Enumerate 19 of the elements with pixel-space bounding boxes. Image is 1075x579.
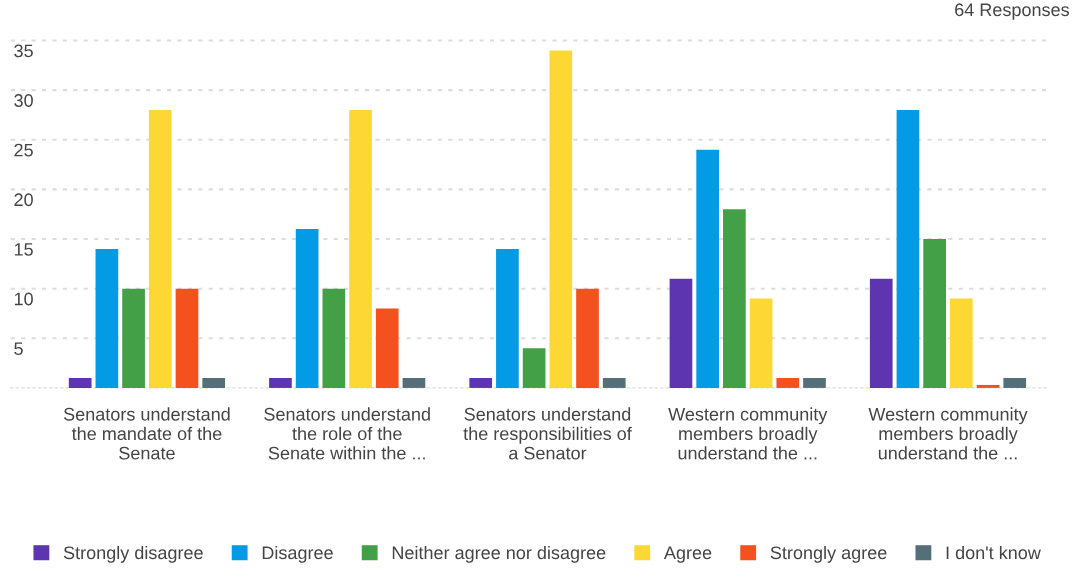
text: 64 Responses [955, 3, 1069, 20]
y-tick-label: 30 [14, 94, 33, 107]
y-tick-label: 5 [14, 342, 23, 356]
y-tick-label: 20 [14, 193, 33, 207]
legend-label: Agree [663, 546, 712, 563]
legend-label: I don't know [946, 545, 1041, 560]
legend-label: Strongly agree [770, 545, 887, 563]
x-tick-label: Western community members broadly understand the ... [668, 407, 828, 460]
y-tick-label: 35 [14, 44, 33, 58]
x-tick-label: Senators understand the mandate of the Senate [63, 407, 230, 460]
legend-label: Strongly disagree [63, 545, 203, 563]
legend-label: Neither agree nor disagree [392, 545, 606, 563]
legend-label: Disagree [262, 545, 333, 563]
x-tick-label: Senators understand the role of the Senate within the ... [264, 407, 430, 460]
y-tick-label: 25 [14, 143, 33, 157]
y-tick-label: 15 [14, 243, 33, 256]
x-tick-label: Western community members broadly understand the ... [868, 407, 1028, 460]
x-tick-label: Senators understand the responsibilities of a Senator [463, 407, 632, 460]
y-tick-label: 10 [14, 292, 33, 306]
